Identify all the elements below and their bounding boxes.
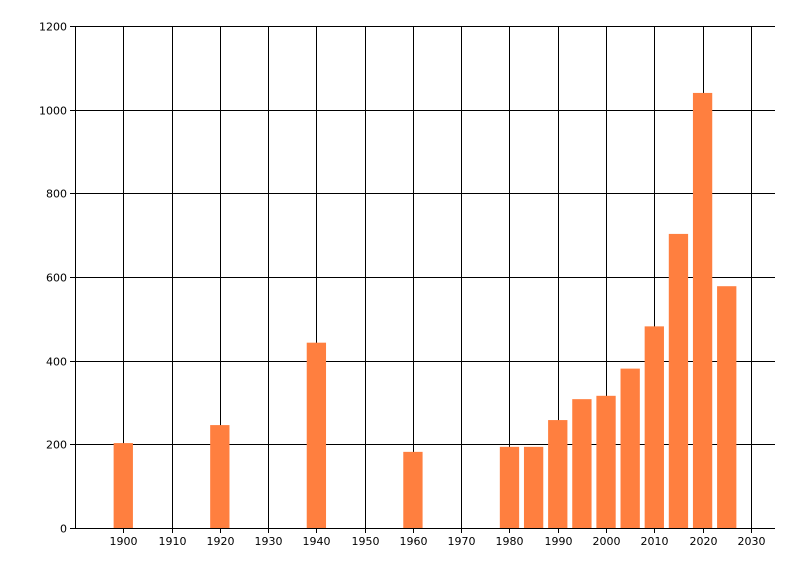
x-tick-label: 2020 [690,535,718,548]
x-tick-label: 1900 [110,535,138,548]
x-tick-label: 1920 [207,535,235,548]
x-tick-label: 1930 [255,535,283,548]
y-tick-label: 1200 [39,21,67,34]
bar [644,326,664,528]
x-tick-label: 1940 [303,535,331,548]
bar [210,425,230,528]
y-tick-label: 400 [46,356,67,369]
x-tick-label: 1950 [352,535,380,548]
bar [548,420,568,528]
bar [668,233,689,528]
bars [113,92,737,528]
bar [692,92,713,528]
bar [499,446,520,528]
bar [572,399,592,528]
bar [523,446,544,528]
bar [596,395,616,528]
y-tick-label: 1000 [39,105,67,118]
bar [306,342,327,528]
bar [717,286,737,528]
x-tick-label: 2030 [738,535,766,548]
bar [620,368,640,528]
y-tick-label: 800 [46,188,67,201]
x-tick-label: 1910 [159,535,187,548]
y-tick-label: 0 [60,523,67,536]
x-tick-label: 2000 [593,535,621,548]
x-tick-label: 1990 [545,535,573,548]
x-tick-label: 1960 [400,535,428,548]
tick-labels: 1900 1910 1920 1930 1940 1950 1960 1970 1980 1990… [39,21,766,549]
y-tick-label: 200 [46,439,67,452]
y-tick-label: 600 [46,272,67,285]
x-tick-label: 2010 [641,535,669,548]
x-tick-label: 1980 [496,535,524,548]
bar [113,443,133,528]
x-tick-label: 1970 [448,535,476,548]
axes [70,26,775,533]
bar [403,451,423,528]
